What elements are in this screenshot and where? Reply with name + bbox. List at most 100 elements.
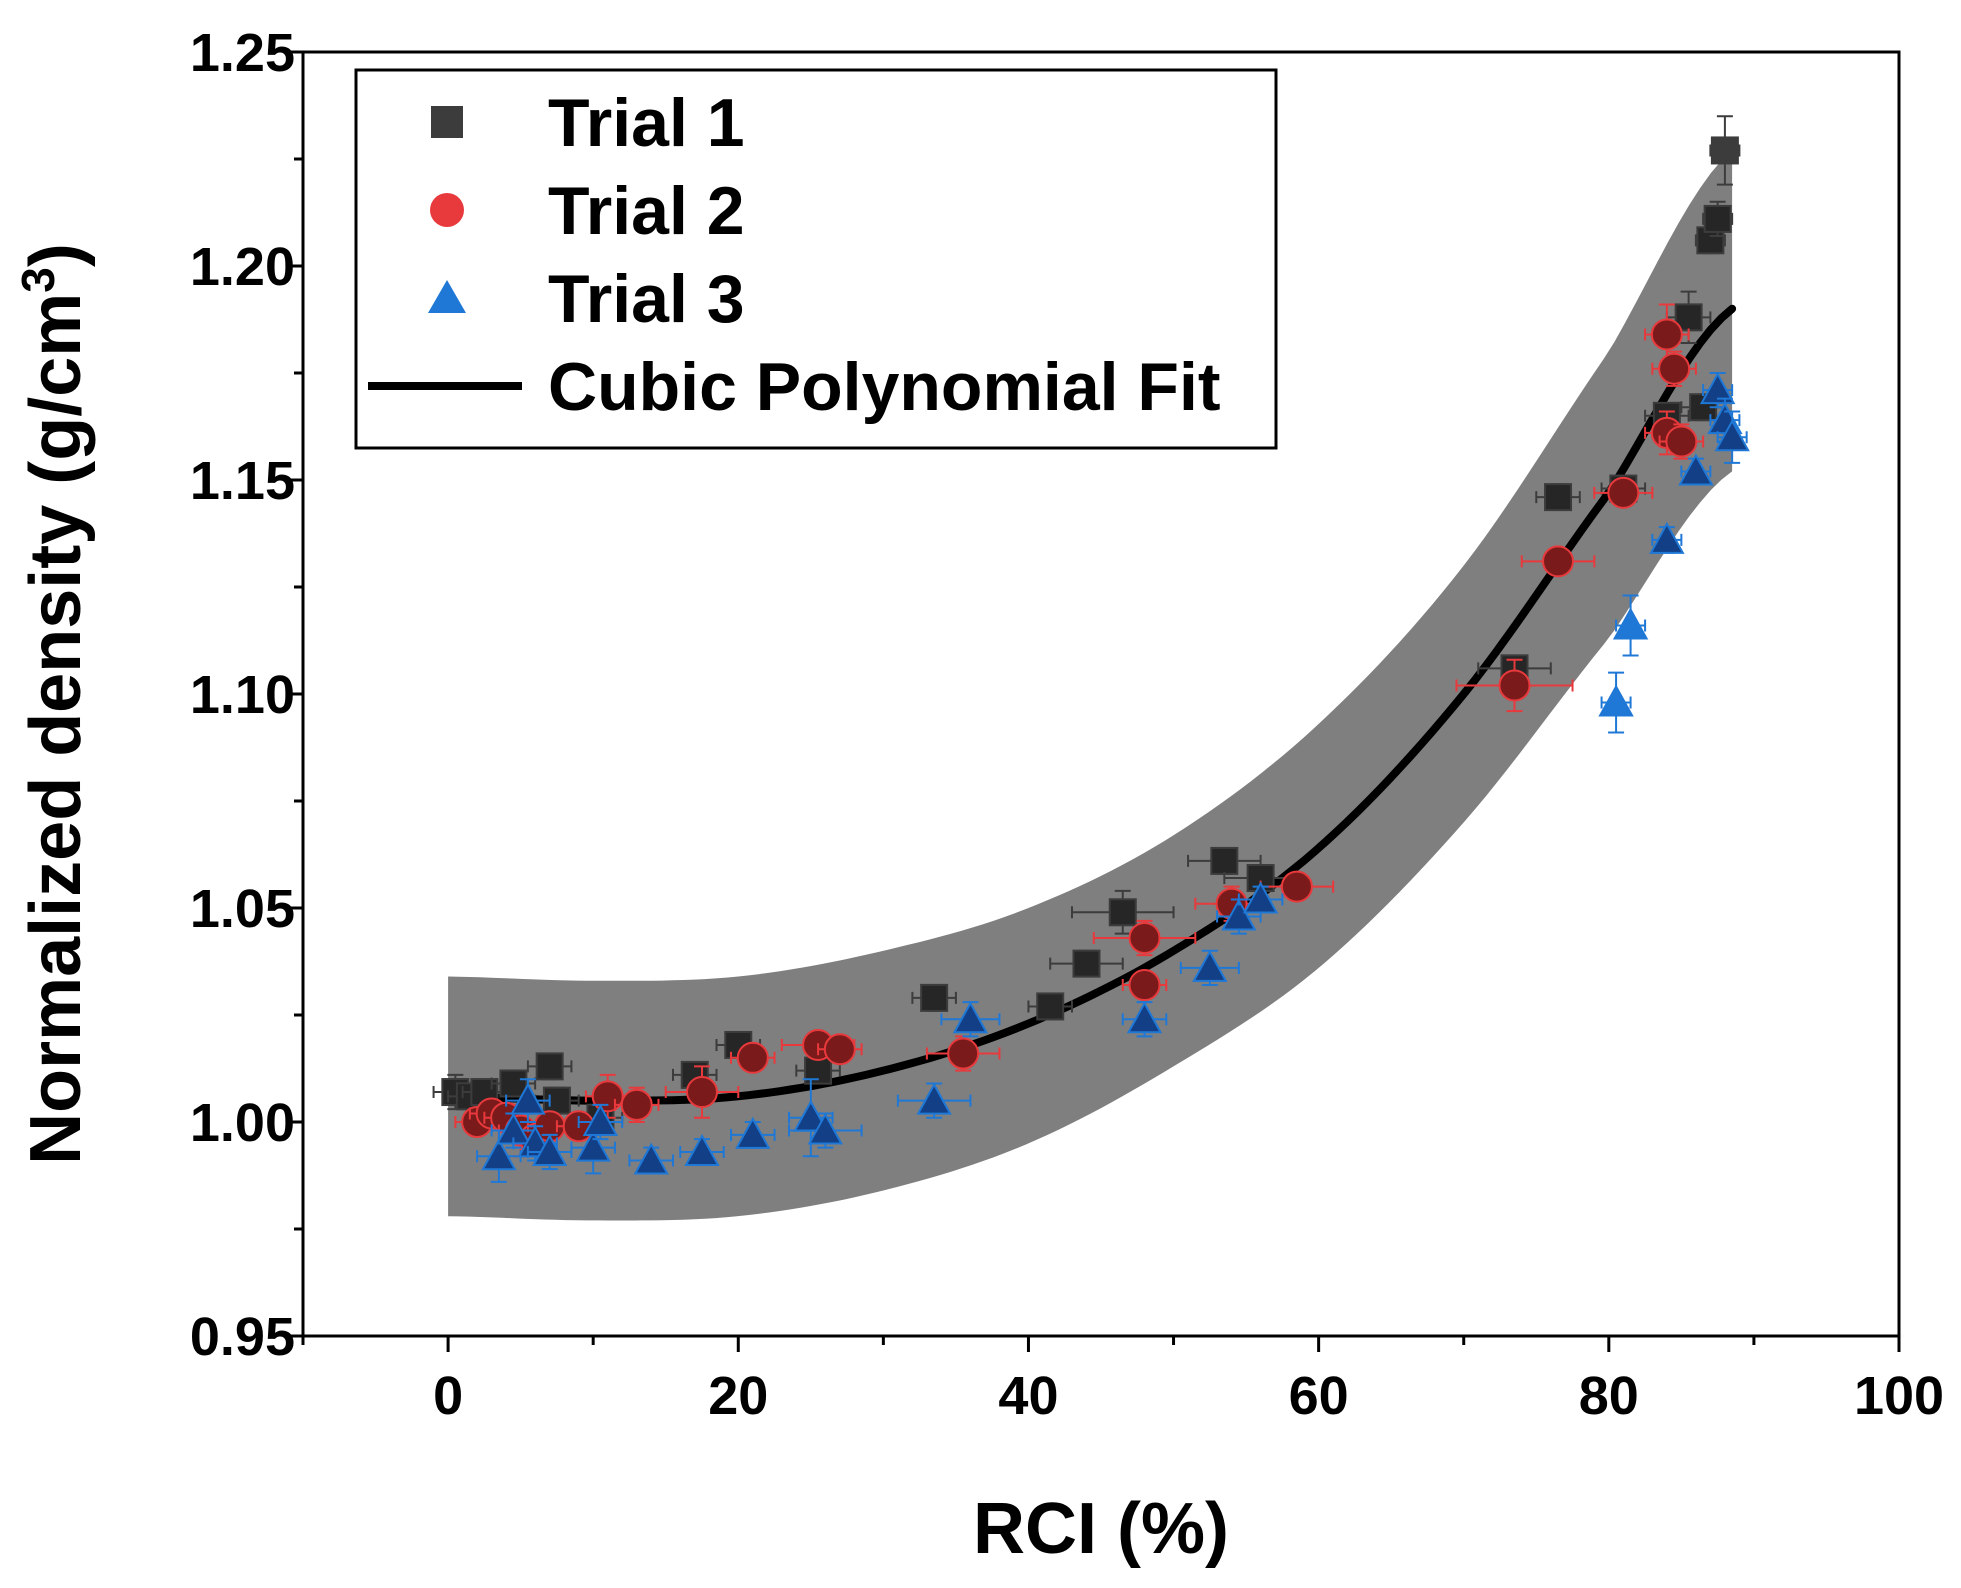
legend-circle-icon <box>430 193 464 227</box>
legend-item-2: Trial 2 <box>430 173 745 249</box>
data-point-trial1-3 <box>490 1069 537 1098</box>
data-point-trial3-7 <box>628 1142 674 1175</box>
data-point-trial2-24 <box>1658 423 1705 460</box>
data-point-trial1-4 <box>526 1052 573 1081</box>
axes-layer: 0 20 40 60 80 100 0.95 1.00 1.05 1.10 1.15 1.20 1.25 <box>190 23 1944 1426</box>
y-tick-label: 0.95 <box>190 1307 295 1367</box>
legend-square-icon <box>431 106 463 138</box>
circle-marker <box>1607 476 1640 509</box>
data-point-trial2-17 <box>1259 870 1335 903</box>
triangle-marker <box>735 1116 771 1149</box>
data-point-trial3-24 <box>1714 410 1750 464</box>
triangle-marker <box>916 1082 952 1115</box>
square-marker <box>1703 204 1732 233</box>
data-point-trial2-20 <box>1593 476 1654 509</box>
data-point-trial3-20 <box>1649 521 1685 554</box>
triangle-marker <box>510 1082 546 1115</box>
x-tick-label: 40 <box>998 1366 1058 1426</box>
triangle-marker <box>1612 607 1649 640</box>
data-point-trial3-8 <box>679 1133 725 1166</box>
data-point-trial1-13 <box>1070 889 1175 935</box>
data-point-trial2-23 <box>1651 350 1697 387</box>
data-point-trial3-19 <box>1612 594 1649 657</box>
data-point-trial1-24 <box>1709 115 1741 186</box>
legend-label: Trial 2 <box>548 173 745 249</box>
x-tick-label: 0 <box>433 1366 463 1426</box>
triangle-marker <box>531 1133 568 1166</box>
data-point-trial1-17 <box>1535 483 1581 512</box>
circle-marker <box>1650 318 1683 351</box>
legend-items: Trial 1 Trial 2 Trial 3 Cubic Polynomial Fi… <box>368 85 1221 425</box>
square-marker <box>1544 483 1573 512</box>
circle-marker <box>1128 921 1161 954</box>
legend-label: Trial 1 <box>548 85 745 161</box>
triangle-marker <box>1126 1001 1163 1034</box>
x-tick-label: 80 <box>1579 1366 1639 1426</box>
x-tick-label: 60 <box>1289 1366 1349 1426</box>
series-3 <box>476 372 1750 1183</box>
x-tick-label: 20 <box>708 1366 768 1426</box>
data-point-trial3-17 <box>1237 881 1284 914</box>
legend: Trial 1 Trial 2 Trial 3 Cubic Polynomial Fi… <box>354 68 1278 450</box>
y-tick-label: 1.10 <box>190 665 295 725</box>
data-point-trial3-2 <box>505 1078 551 1123</box>
data-point-trial2-12 <box>817 1033 863 1066</box>
triangle-marker <box>1221 898 1257 931</box>
y-axis-title-close: ) <box>16 243 96 267</box>
triangle-marker <box>1598 684 1634 717</box>
circle-marker <box>947 1037 980 1070</box>
y-tick-label: 1.05 <box>190 879 295 939</box>
triangle-marker <box>481 1138 517 1171</box>
triangle-marker <box>633 1142 669 1175</box>
data-point-trial1-23 <box>1702 200 1734 238</box>
data-point-trial1-11 <box>1027 992 1073 1021</box>
legend-label: Cubic Polynomial Fit <box>548 349 1221 425</box>
data-point-trial3-14 <box>1121 1001 1168 1038</box>
data-point-trial3-11 <box>788 1112 863 1149</box>
triangle-marker <box>582 1103 619 1136</box>
fit-line-layer <box>444 304 1737 1105</box>
circle-marker <box>620 1088 653 1121</box>
data-point-trial3-18 <box>1598 671 1634 734</box>
square-marker <box>1036 992 1065 1021</box>
triangle-marker <box>1678 453 1714 486</box>
circle-marker <box>1498 669 1531 702</box>
data-point-trial3-12 <box>896 1082 972 1119</box>
y-tick-label: 1.20 <box>190 237 295 297</box>
square-marker <box>499 1069 528 1098</box>
legend-item-4: Cubic Polynomial Fit <box>368 349 1221 425</box>
data-point-trial2-8 <box>613 1086 660 1123</box>
legend-label: Trial 3 <box>548 261 745 337</box>
legend-triangle-icon <box>428 280 466 313</box>
y-axis-title-superscript: 3 <box>12 267 64 293</box>
circle-marker <box>1128 969 1161 1002</box>
circle-marker <box>736 1041 769 1074</box>
triangle-marker <box>807 1112 844 1145</box>
square-marker <box>1108 898 1137 927</box>
data-point-trial2-19 <box>1520 545 1596 578</box>
square-marker <box>1210 846 1239 875</box>
triangle-marker <box>1192 949 1228 982</box>
y-tick-label: 1.25 <box>190 23 295 83</box>
square-marker <box>1710 136 1739 165</box>
circle-marker <box>1280 870 1313 903</box>
triangle-marker <box>575 1129 611 1162</box>
circle-marker <box>686 1076 718 1109</box>
data-point-trial1-14 <box>1187 846 1262 875</box>
data-point-trial2-15 <box>1092 919 1197 957</box>
circle-marker <box>591 1080 624 1113</box>
data-point-trial3-5 <box>570 1121 616 1175</box>
x-axis-title: RCI (%) <box>973 1489 1229 1569</box>
circle-marker <box>1658 352 1691 385</box>
triangle-marker <box>1699 372 1736 405</box>
data-point-trial2-13 <box>925 1035 1001 1072</box>
data-points-layer <box>432 115 1750 1183</box>
data-point-trial2-22 <box>1644 303 1690 366</box>
triangle-marker <box>952 1001 989 1034</box>
triangle-marker <box>1242 881 1279 914</box>
circle-marker <box>823 1033 856 1066</box>
y-axis-title-main: Normalized density (g/cm <box>16 293 96 1165</box>
data-point-trial3-6 <box>577 1103 624 1141</box>
y-axis-title: Normalized density (g/cm3) <box>12 243 96 1165</box>
